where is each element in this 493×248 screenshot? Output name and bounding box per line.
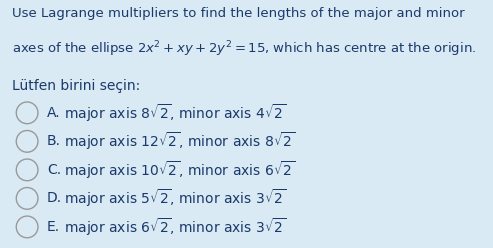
Text: E.: E. (47, 220, 60, 234)
Text: A.: A. (47, 106, 61, 120)
Text: major axis 5$\sqrt{2}$, minor axis 3$\sqrt{2}$: major axis 5$\sqrt{2}$, minor axis 3$\sq… (64, 187, 286, 209)
Text: major axis 8$\sqrt{2}$, minor axis 4$\sqrt{2}$: major axis 8$\sqrt{2}$, minor axis 4$\sq… (64, 102, 286, 124)
Text: C.: C. (47, 163, 61, 177)
Text: major axis 10$\sqrt{2}$, minor axis 6$\sqrt{2}$: major axis 10$\sqrt{2}$, minor axis 6$\s… (64, 159, 295, 181)
Text: D.: D. (47, 191, 62, 205)
Text: Use Lagrange multipliers to find the lengths of the major and minor: Use Lagrange multipliers to find the len… (12, 7, 465, 20)
Text: axes of the ellipse $2x^2+xy+2y^2=15$, which has centre at the origin.: axes of the ellipse $2x^2+xy+2y^2=15$, w… (12, 40, 477, 59)
Text: Lütfen birini seçin:: Lütfen birini seçin: (12, 79, 141, 93)
Text: major axis 12$\sqrt{2}$, minor axis 8$\sqrt{2}$: major axis 12$\sqrt{2}$, minor axis 8$\s… (64, 130, 295, 152)
Text: major axis 6$\sqrt{2}$, minor axis 3$\sqrt{2}$: major axis 6$\sqrt{2}$, minor axis 3$\sq… (64, 216, 286, 238)
Text: B.: B. (47, 134, 61, 148)
